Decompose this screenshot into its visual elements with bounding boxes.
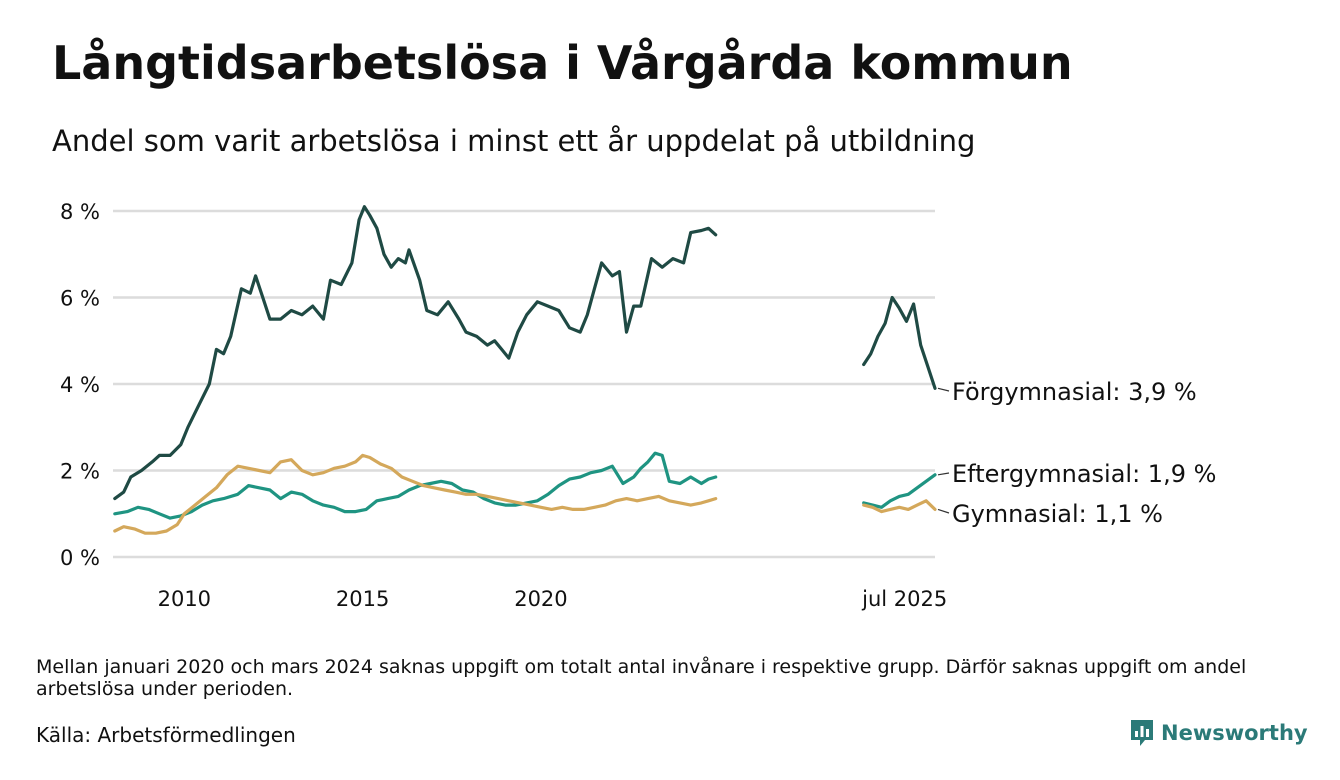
series-line [113, 451, 718, 520]
series-line [862, 295, 937, 390]
bar-chart-icon [1131, 720, 1153, 746]
brand-name: Newsworthy [1161, 721, 1308, 745]
series-end-label: Eftergymnasial: 1,9 % [952, 460, 1216, 488]
series-lines [113, 205, 937, 535]
gridlines [113, 209, 935, 559]
x-tick-label: jul 2025 [861, 587, 947, 611]
x-tick-label: 2020 [514, 587, 567, 611]
x-axis-ticks: 2010 2015 2020 jul 2025 [158, 587, 948, 611]
footnote: Mellan januari 2020 och mars 2024 saknas… [36, 656, 1247, 700]
label-connector [937, 387, 950, 392]
y-tick-label: 6 % [60, 287, 100, 311]
page-subtitle: Andel som varit arbetslösa i minst ett å… [52, 124, 976, 158]
label-connector [937, 508, 950, 514]
source-credit: Källa: Arbetsförmedlingen [36, 723, 296, 747]
x-tick-label: 2010 [158, 587, 211, 611]
y-tick-label: 8 % [60, 200, 100, 224]
brand-logo[interactable]: Newsworthy [1129, 718, 1308, 748]
series-end-labels: Förgymnasial: 3,9 % Eftergymnasial: 1,9 %… [937, 378, 1216, 528]
page-title: Långtidsarbetslösa i Vårgårda kommun [52, 36, 1073, 90]
series-line [113, 205, 718, 501]
series-line [862, 499, 937, 514]
series-end-label: Förgymnasial: 3,9 % [952, 378, 1197, 406]
x-tick-label: 2015 [336, 587, 389, 611]
y-tick-label: 2 % [60, 460, 100, 484]
y-axis-ticks: 0 % 2 % 4 % 6 % 8 % [60, 200, 100, 570]
y-tick-label: 0 % [60, 546, 100, 570]
y-tick-label: 4 % [60, 373, 100, 397]
label-connector [937, 472, 950, 476]
series-line [113, 453, 718, 535]
series-end-label: Gymnasial: 1,1 % [952, 500, 1163, 528]
series-line [862, 473, 937, 509]
line-chart: 0 % 2 % 4 % 6 % 8 % 2010 2015 2020 jul 2025 För… [60, 200, 1216, 611]
